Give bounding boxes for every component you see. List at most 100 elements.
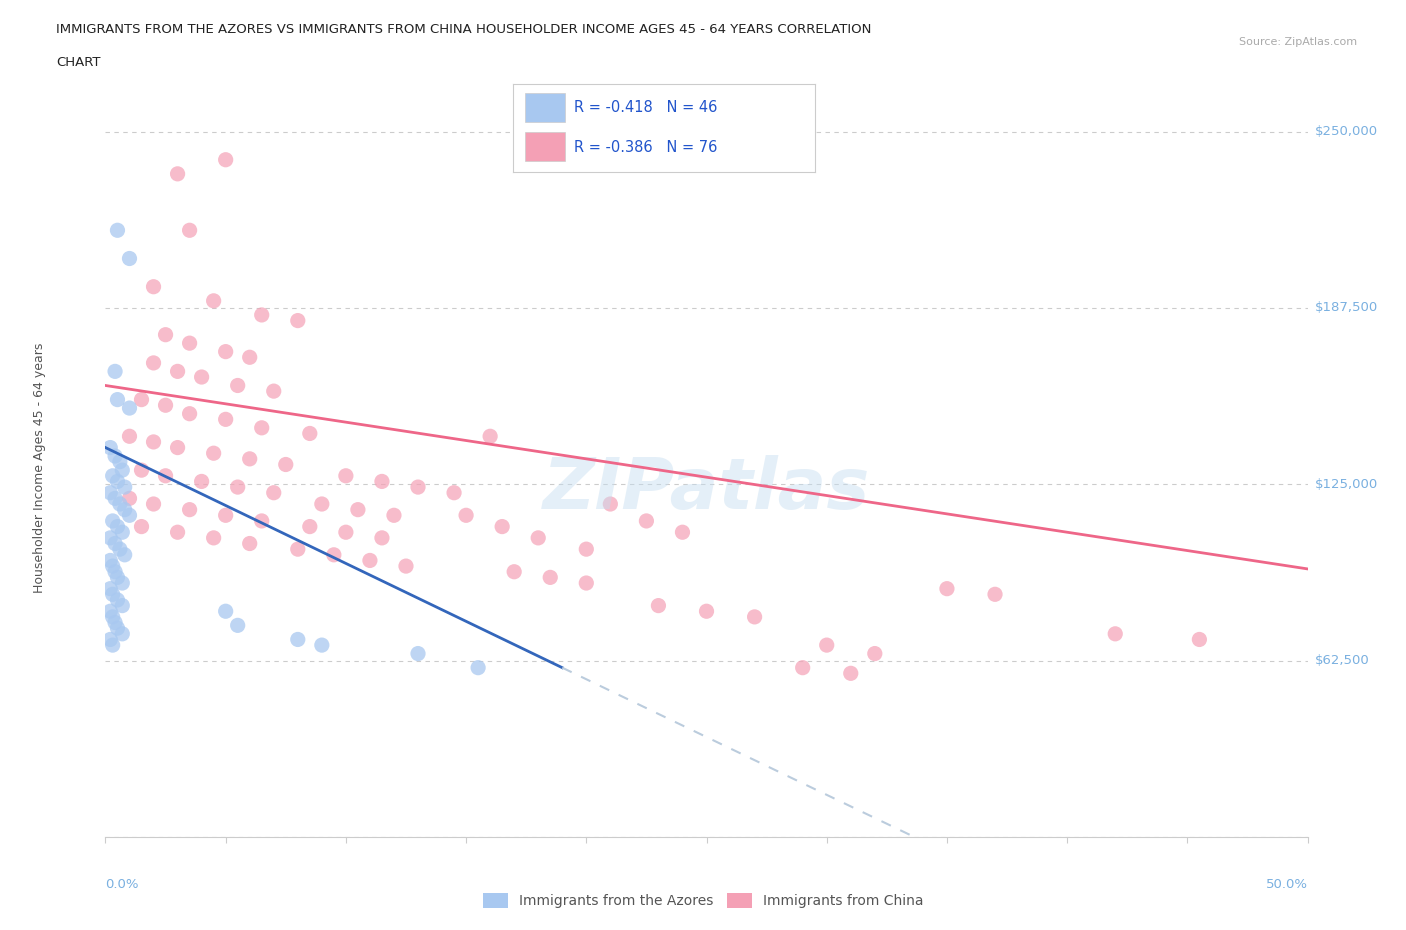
Point xyxy=(111,598,134,613)
Point xyxy=(214,508,236,523)
Point xyxy=(214,604,236,618)
Point xyxy=(250,420,273,435)
Point xyxy=(131,392,153,407)
Point xyxy=(863,646,886,661)
Point xyxy=(335,469,357,484)
Point xyxy=(142,355,165,370)
Point xyxy=(1104,627,1126,642)
Point xyxy=(984,587,1007,602)
Point xyxy=(239,536,262,551)
Point xyxy=(114,548,136,563)
Text: R = -0.418   N = 46: R = -0.418 N = 46 xyxy=(574,100,717,115)
Point xyxy=(347,502,370,517)
Point xyxy=(101,469,124,484)
Point xyxy=(202,293,225,308)
Point xyxy=(226,618,249,632)
Point xyxy=(101,609,124,624)
Text: Source: ZipAtlas.com: Source: ZipAtlas.com xyxy=(1239,37,1357,47)
FancyBboxPatch shape xyxy=(526,93,565,122)
Point xyxy=(98,581,121,596)
Text: $125,000: $125,000 xyxy=(1315,478,1378,491)
Point xyxy=(467,660,489,675)
Point xyxy=(104,536,127,551)
Point xyxy=(359,553,381,568)
Point xyxy=(101,587,124,602)
Point xyxy=(107,223,129,238)
Point xyxy=(395,559,418,574)
Point xyxy=(111,576,134,591)
Point xyxy=(406,480,429,495)
FancyBboxPatch shape xyxy=(526,132,565,162)
Point xyxy=(104,565,127,579)
Legend: Immigrants from the Azores, Immigrants from China: Immigrants from the Azores, Immigrants f… xyxy=(477,888,929,914)
Point xyxy=(274,457,297,472)
Point xyxy=(527,530,550,545)
Point xyxy=(696,604,718,618)
Point xyxy=(101,638,124,653)
Point xyxy=(575,541,598,556)
Point xyxy=(107,519,129,534)
Point xyxy=(815,638,838,653)
Point xyxy=(239,451,262,466)
Point xyxy=(155,469,177,484)
Point xyxy=(101,559,124,574)
Point xyxy=(108,541,131,556)
Point xyxy=(107,474,129,489)
Point xyxy=(647,598,669,613)
Point xyxy=(118,251,141,266)
Point xyxy=(107,592,129,607)
Point xyxy=(263,485,285,500)
Point xyxy=(166,364,188,379)
Point xyxy=(335,525,357,539)
Point xyxy=(202,530,225,545)
Point xyxy=(98,485,121,500)
Point xyxy=(108,497,131,512)
Point xyxy=(936,581,959,596)
Point xyxy=(98,530,121,545)
Point xyxy=(108,454,131,469)
Point xyxy=(322,548,344,563)
Text: CHART: CHART xyxy=(56,56,101,69)
Point xyxy=(575,576,598,591)
Point xyxy=(190,369,212,384)
Text: 0.0%: 0.0% xyxy=(105,878,139,891)
Point xyxy=(118,429,141,444)
Point xyxy=(263,384,285,399)
Point xyxy=(114,480,136,495)
Point xyxy=(98,604,121,618)
Point xyxy=(107,570,129,585)
Point xyxy=(298,519,321,534)
Point xyxy=(599,497,621,512)
Text: 50.0%: 50.0% xyxy=(1265,878,1308,891)
Point xyxy=(226,379,249,393)
Point xyxy=(214,412,236,427)
Text: ZIPatlas: ZIPatlas xyxy=(543,455,870,524)
Point xyxy=(104,615,127,630)
Point xyxy=(155,327,177,342)
Text: $62,500: $62,500 xyxy=(1315,654,1369,667)
Point xyxy=(839,666,862,681)
Point xyxy=(142,279,165,294)
Point xyxy=(111,463,134,478)
Point xyxy=(98,440,121,455)
Point xyxy=(118,401,141,416)
Point xyxy=(179,223,201,238)
Text: $250,000: $250,000 xyxy=(1315,125,1378,138)
Point xyxy=(104,491,127,506)
Point xyxy=(311,638,333,653)
Point xyxy=(107,620,129,635)
Point xyxy=(118,508,141,523)
Text: IMMIGRANTS FROM THE AZORES VS IMMIGRANTS FROM CHINA HOUSEHOLDER INCOME AGES 45 -: IMMIGRANTS FROM THE AZORES VS IMMIGRANTS… xyxy=(56,23,872,36)
Point xyxy=(454,508,477,523)
Text: R = -0.386   N = 76: R = -0.386 N = 76 xyxy=(574,140,717,154)
Point xyxy=(179,502,201,517)
Point xyxy=(179,406,201,421)
Point xyxy=(104,448,127,463)
Point xyxy=(101,513,124,528)
Point xyxy=(538,570,561,585)
Point xyxy=(111,525,134,539)
Point xyxy=(166,525,188,539)
Point xyxy=(131,463,153,478)
Point xyxy=(636,513,658,528)
Point xyxy=(382,508,405,523)
